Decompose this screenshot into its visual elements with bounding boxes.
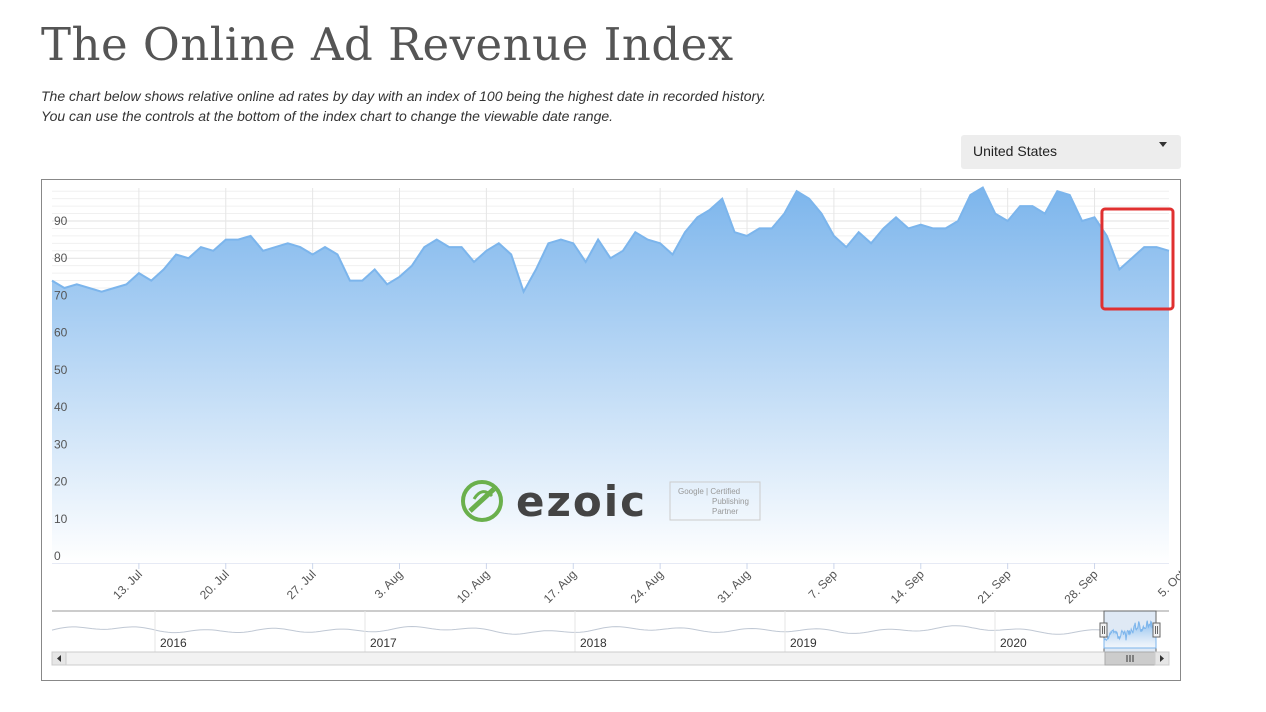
y-tick-label: 90 <box>54 214 68 228</box>
ezoic-brand-text: ezoic <box>516 477 647 526</box>
chart-series <box>51 186 1170 563</box>
x-tick-label: 13. Jul <box>110 567 145 602</box>
navigator-year-label: 2017 <box>370 636 397 650</box>
navigator-selected-series <box>1103 620 1157 649</box>
scrollbar-thumb[interactable] <box>1104 651 1158 666</box>
x-axis-labels: 13. Jul 20. Jul 27. Jul 3. Aug 10. Aug 17. Au… <box>110 567 1180 607</box>
navigator-right-handle[interactable] <box>1152 622 1161 638</box>
partner-badge-line3: Partner <box>712 507 739 516</box>
scroll-left-icon <box>57 655 61 662</box>
x-tick-label: 24. Aug <box>628 567 667 606</box>
region-select[interactable]: United States <box>961 135 1181 169</box>
x-tick-label: 5. Oct <box>1155 567 1180 600</box>
description-line-2: You can use the controls at the bottom o… <box>41 108 614 124</box>
navigator-left-handle[interactable] <box>1099 622 1108 638</box>
navigator: 2016 2017 2018 2019 2020 <box>51 610 1169 654</box>
navigator-year-label: 2016 <box>160 636 187 650</box>
x-tick-label: 28. Sep <box>1061 567 1100 606</box>
partner-badge-line2: Publishing <box>712 497 749 506</box>
highlight-box <box>1100 207 1175 311</box>
chevron-down-icon <box>1159 142 1167 147</box>
y-tick-label: 40 <box>54 400 68 414</box>
y-tick-label: 30 <box>54 437 68 451</box>
x-tick-label: 14. Sep <box>888 567 927 606</box>
x-tick-label: 3. Aug <box>372 567 406 601</box>
x-tick-label: 7. Sep <box>806 567 841 602</box>
y-tick-label: 70 <box>54 288 68 302</box>
series-line <box>51 186 1170 295</box>
y-tick-label: 20 <box>54 475 68 489</box>
chart-container: ezoic Google | Certified Publishing Part… <box>41 179 1181 681</box>
navigator-year-label: 2020 <box>1000 636 1027 650</box>
page-description: The chart below shows relative online ad… <box>41 86 766 126</box>
description-line-1: The chart below shows relative online ad… <box>41 88 767 104</box>
y-tick-label: 0 <box>54 549 61 563</box>
navigator-year-labels: 2016 2017 2018 2019 2020 <box>154 611 1027 652</box>
page-title: The Online Ad Revenue Index <box>41 18 734 71</box>
series-area <box>52 187 1169 563</box>
navigator-series <box>51 625 1105 635</box>
y-tick-label: 10 <box>54 512 68 526</box>
y-tick-label: 50 <box>54 363 68 377</box>
navigator-year-label: 2018 <box>580 636 607 650</box>
region-select-value: United States <box>973 143 1058 159</box>
x-tick-label: 10. Aug <box>454 567 493 606</box>
navigator-year-label: 2019 <box>790 636 817 650</box>
y-tick-label: 80 <box>54 251 68 265</box>
ezoic-logo-icon <box>461 480 503 522</box>
x-tick-label: 20. Jul <box>197 567 232 602</box>
partner-badge-line1: Google | Certified <box>678 487 740 496</box>
x-tick-label: 21. Sep <box>975 567 1014 606</box>
x-tick-label: 17. Aug <box>541 567 580 606</box>
ezoic-watermark: ezoic Google | Certified Publishing Part… <box>461 477 761 526</box>
scroll-right-icon <box>1160 655 1164 662</box>
y-axis-labels: 0 10 20 30 40 50 60 70 80 90 <box>54 214 68 563</box>
y-tick-label: 60 <box>54 326 68 340</box>
x-tick-label: 27. Jul <box>284 567 319 602</box>
scrollbar[interactable] <box>51 651 1170 666</box>
index-chart: ezoic Google | Certified Publishing Part… <box>51 186 1180 666</box>
x-tick-label: 31. Aug <box>714 567 753 606</box>
